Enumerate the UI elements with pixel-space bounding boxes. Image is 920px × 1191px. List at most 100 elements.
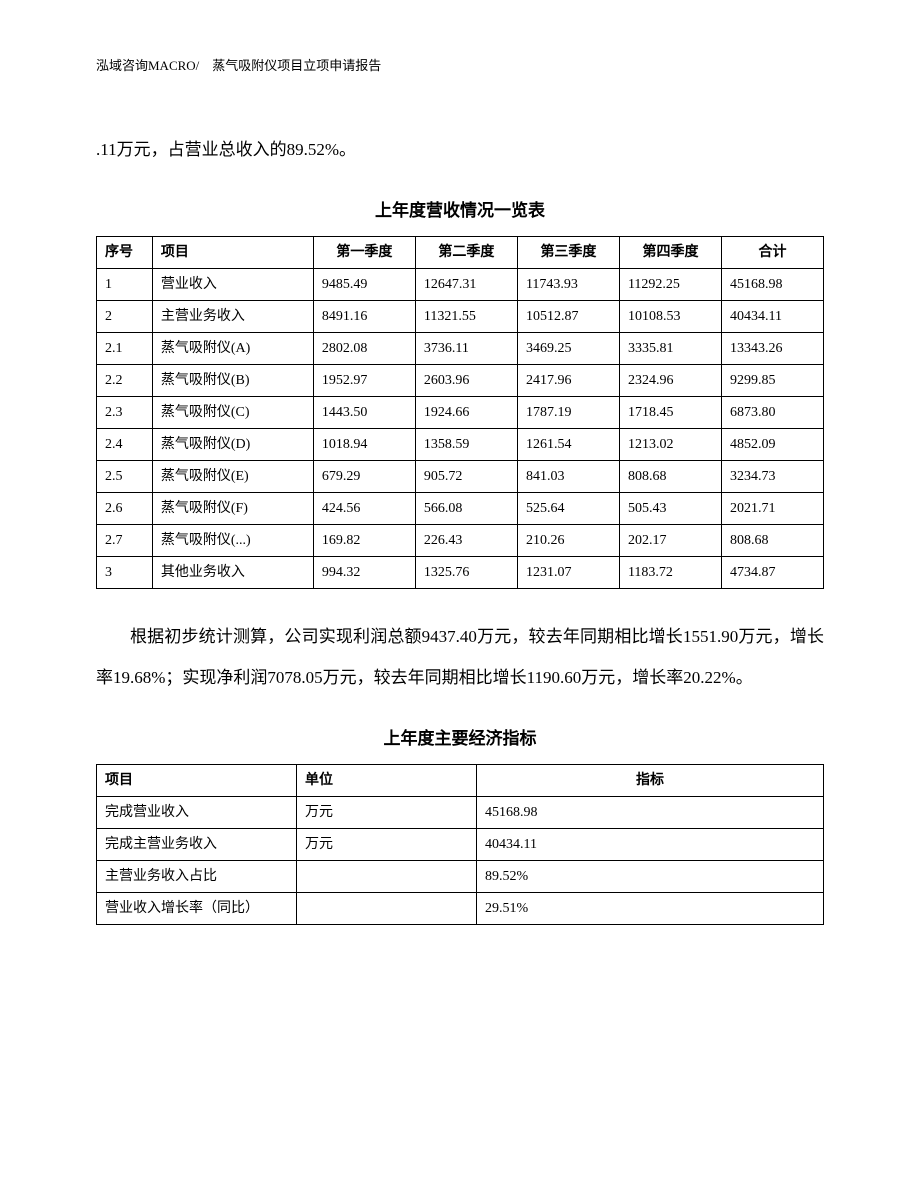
table-cell: 1358.59 (415, 428, 517, 460)
table-cell: 9485.49 (313, 268, 415, 300)
revenue-table: 序号 项目 第一季度 第二季度 第三季度 第四季度 合计 1营业收入9485.4… (96, 236, 824, 589)
table-cell: 1952.97 (313, 364, 415, 396)
table-cell: 2.4 (97, 428, 153, 460)
col-seq: 序号 (97, 236, 153, 268)
indicator-table: 项目 单位 指标 完成营业收入万元45168.98完成主营业务收入万元40434… (96, 764, 824, 925)
table-cell: 89.52% (477, 860, 824, 892)
table-cell: 3469.25 (517, 332, 619, 364)
table-cell: 营业收入增长率（同比） (97, 892, 297, 924)
table-cell: 13343.26 (721, 332, 823, 364)
table-cell: 424.56 (313, 492, 415, 524)
table-cell: 1183.72 (619, 556, 721, 588)
table-cell: 1018.94 (313, 428, 415, 460)
table-cell: 1718.45 (619, 396, 721, 428)
table-cell: 11321.55 (415, 300, 517, 332)
table-cell: 226.43 (415, 524, 517, 556)
table-cell: 2603.96 (415, 364, 517, 396)
table-row: 3其他业务收入994.321325.761231.071183.724734.8… (97, 556, 824, 588)
table-cell: 808.68 (721, 524, 823, 556)
col-item: 项目 (152, 236, 313, 268)
table-cell: 2324.96 (619, 364, 721, 396)
table-cell: 蒸气吸附仪(D) (152, 428, 313, 460)
col-total: 合计 (721, 236, 823, 268)
table-cell: 169.82 (313, 524, 415, 556)
table-row: 主营业务收入占比 89.52% (97, 860, 824, 892)
table-cell: 2021.71 (721, 492, 823, 524)
table-cell: 1261.54 (517, 428, 619, 460)
table-cell: 蒸气吸附仪(B) (152, 364, 313, 396)
table-cell: 29.51% (477, 892, 824, 924)
col-q1: 第一季度 (313, 236, 415, 268)
table-cell: 3234.73 (721, 460, 823, 492)
table-cell: 2.2 (97, 364, 153, 396)
table-row: 2主营业务收入8491.1611321.5510512.8710108.5340… (97, 300, 824, 332)
table-cell: 2.1 (97, 332, 153, 364)
table-row: 2.4蒸气吸附仪(D)1018.941358.591261.541213.024… (97, 428, 824, 460)
paragraph-continuation: .11万元，占营业总收入的89.52%。 (96, 130, 824, 171)
table-cell: 3 (97, 556, 153, 588)
table-cell: 11743.93 (517, 268, 619, 300)
table2-title: 上年度主要经济指标 (96, 726, 824, 752)
indicator-table-body: 完成营业收入万元45168.98完成主营业务收入万元40434.11主营业务收入… (97, 796, 824, 924)
table-cell: 1325.76 (415, 556, 517, 588)
table-cell: 40434.11 (477, 828, 824, 860)
indicator-table-head: 项目 单位 指标 (97, 764, 824, 796)
table-cell: 6873.80 (721, 396, 823, 428)
table-cell: 566.08 (415, 492, 517, 524)
table-cell: 蒸气吸附仪(...) (152, 524, 313, 556)
table-cell: 525.64 (517, 492, 619, 524)
table-cell: 蒸气吸附仪(C) (152, 396, 313, 428)
table-cell: 蒸气吸附仪(F) (152, 492, 313, 524)
table-cell: 蒸气吸附仪(A) (152, 332, 313, 364)
table-cell (297, 860, 477, 892)
table-cell: 其他业务收入 (152, 556, 313, 588)
table-cell: 45168.98 (477, 796, 824, 828)
table-cell: 1213.02 (619, 428, 721, 460)
table-cell: 主营业务收入 (152, 300, 313, 332)
table-cell: 完成营业收入 (97, 796, 297, 828)
table-row: 2.7蒸气吸附仪(...)169.82226.43210.26202.17808… (97, 524, 824, 556)
table-cell: 679.29 (313, 460, 415, 492)
table-cell: 2.5 (97, 460, 153, 492)
table-cell: 1443.50 (313, 396, 415, 428)
table-row: 完成主营业务收入万元40434.11 (97, 828, 824, 860)
table-cell: 10512.87 (517, 300, 619, 332)
col-indicator: 指标 (477, 764, 824, 796)
table-cell: 9299.85 (721, 364, 823, 396)
table-row: 2.1蒸气吸附仪(A)2802.083736.113469.253335.811… (97, 332, 824, 364)
table-cell: 1924.66 (415, 396, 517, 428)
revenue-table-body: 1营业收入9485.4912647.3111743.9311292.254516… (97, 268, 824, 588)
table-cell: 808.68 (619, 460, 721, 492)
revenue-table-head: 序号 项目 第一季度 第二季度 第三季度 第四季度 合计 (97, 236, 824, 268)
table-cell: 2417.96 (517, 364, 619, 396)
table-cell (297, 892, 477, 924)
table-cell: 蒸气吸附仪(E) (152, 460, 313, 492)
table-cell: 505.43 (619, 492, 721, 524)
paragraph-profit: 根据初步统计测算，公司实现利润总额9437.40万元，较去年同期相比增长1551… (96, 617, 824, 699)
table-row: 完成营业收入万元45168.98 (97, 796, 824, 828)
table-cell: 营业收入 (152, 268, 313, 300)
table-cell: 2802.08 (313, 332, 415, 364)
table-cell: 主营业务收入占比 (97, 860, 297, 892)
col-q4: 第四季度 (619, 236, 721, 268)
table-cell: 11292.25 (619, 268, 721, 300)
table-header-row: 序号 项目 第一季度 第二季度 第三季度 第四季度 合计 (97, 236, 824, 268)
table-cell: 2.6 (97, 492, 153, 524)
table-cell: 完成主营业务收入 (97, 828, 297, 860)
table-cell: 210.26 (517, 524, 619, 556)
table-cell: 8491.16 (313, 300, 415, 332)
table-cell: 4852.09 (721, 428, 823, 460)
table-cell: 万元 (297, 828, 477, 860)
col-unit: 单位 (297, 764, 477, 796)
table-cell: 3335.81 (619, 332, 721, 364)
col-q3: 第三季度 (517, 236, 619, 268)
table-cell: 45168.98 (721, 268, 823, 300)
table-cell: 994.32 (313, 556, 415, 588)
table-cell: 40434.11 (721, 300, 823, 332)
table-cell: 905.72 (415, 460, 517, 492)
col-project: 项目 (97, 764, 297, 796)
table1-title: 上年度营收情况一览表 (96, 198, 824, 224)
table-row: 1营业收入9485.4912647.3111743.9311292.254516… (97, 268, 824, 300)
table-row: 2.5蒸气吸附仪(E)679.29905.72841.03808.683234.… (97, 460, 824, 492)
table-cell: 1 (97, 268, 153, 300)
